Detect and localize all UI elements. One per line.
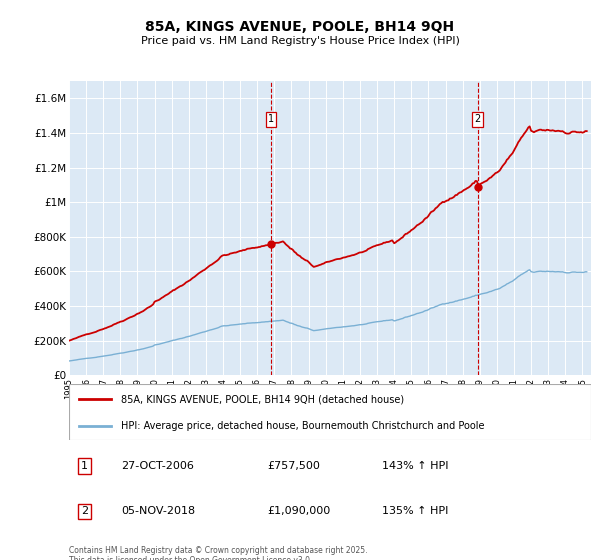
Text: 143% ↑ HPI: 143% ↑ HPI <box>382 461 449 471</box>
Text: £1,090,000: £1,090,000 <box>268 506 331 516</box>
Text: 135% ↑ HPI: 135% ↑ HPI <box>382 506 449 516</box>
Text: 05-NOV-2018: 05-NOV-2018 <box>121 506 196 516</box>
Text: 2: 2 <box>475 114 481 124</box>
Text: £757,500: £757,500 <box>268 461 320 471</box>
FancyBboxPatch shape <box>69 384 591 440</box>
Text: 85A, KINGS AVENUE, POOLE, BH14 9QH (detached house): 85A, KINGS AVENUE, POOLE, BH14 9QH (deta… <box>121 394 404 404</box>
Text: 1: 1 <box>81 461 88 471</box>
Text: 1: 1 <box>268 114 274 124</box>
Text: Price paid vs. HM Land Registry's House Price Index (HPI): Price paid vs. HM Land Registry's House … <box>140 36 460 46</box>
Text: 85A, KINGS AVENUE, POOLE, BH14 9QH: 85A, KINGS AVENUE, POOLE, BH14 9QH <box>145 20 455 34</box>
Text: Contains HM Land Registry data © Crown copyright and database right 2025.
This d: Contains HM Land Registry data © Crown c… <box>69 546 367 560</box>
Text: 27-OCT-2006: 27-OCT-2006 <box>121 461 194 471</box>
Text: HPI: Average price, detached house, Bournemouth Christchurch and Poole: HPI: Average price, detached house, Bour… <box>121 421 485 431</box>
Text: 2: 2 <box>81 506 88 516</box>
